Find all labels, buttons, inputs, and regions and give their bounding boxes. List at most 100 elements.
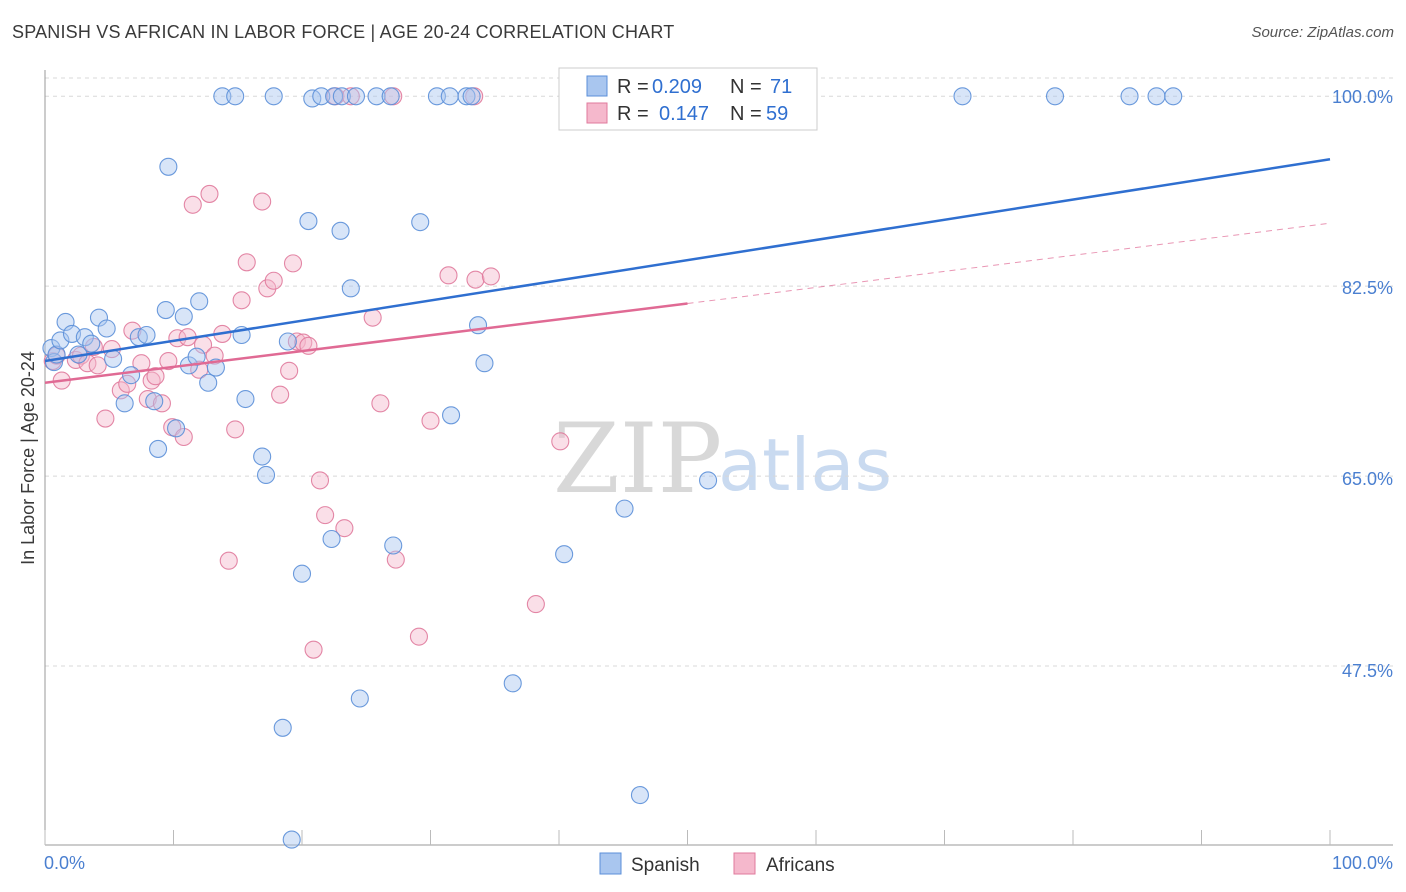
africans-point [310,471,330,490]
spanish-point [149,439,168,458]
spanish-point [253,447,272,466]
legend-n-label: N = [730,103,762,125]
spanish-point [615,499,634,518]
spanish-point [104,349,123,368]
watermark-atlas: atlas [718,423,892,507]
spanish-point [174,307,193,326]
africans-points [43,87,570,659]
spanish-point [97,319,116,338]
spanish-point [122,366,141,385]
africans-point [409,627,428,646]
africans-point [253,192,272,211]
spanish-point [145,392,164,411]
africans-point [232,291,251,310]
africans-point [304,640,323,659]
legend-r-value: 0.209 [652,76,702,98]
spanish-point [199,373,218,392]
africans-point [146,367,165,386]
africans-point [371,394,390,413]
correlation-legend: R = 0.209 N = 71 R = 0.147 N = 59 [558,67,818,131]
africans-point [258,279,277,298]
spanish-point [427,87,446,106]
spanish-point [953,87,972,106]
bottom-legend-label: Spanish [631,855,700,876]
spanish-point [282,830,301,849]
grid-layer [45,77,1393,667]
legend-r-label: R = [617,76,649,98]
spanish-point [381,87,400,106]
spanish-point [555,545,574,564]
africans-point [200,184,219,203]
spanish-point [442,406,461,425]
spanish-point [213,87,232,106]
y-tick-label: 47.5% [1342,661,1393,681]
africans-point [88,356,107,375]
africans-point [280,361,299,380]
spanish-point [346,87,366,106]
spanish-point [384,536,403,555]
legend-swatch-spanish [586,75,608,97]
y-tick-label: 65.0% [1342,469,1393,489]
spanish-point [51,331,70,350]
spanish-trend-line [44,157,1331,363]
spanish-point [292,564,312,583]
spanish-point [167,419,186,438]
africans-point [421,411,440,430]
spanish-point [440,87,459,106]
spanish-point [341,279,360,298]
bottom-legend-swatch-spanish [599,852,622,875]
spanish-point [462,87,481,106]
africans-point [118,374,137,393]
trend-lines [44,157,1331,384]
spanish-point [1164,87,1183,106]
watermark-zip: ZIP [553,403,722,515]
spanish-point [1120,87,1139,106]
spanish-point [367,87,386,106]
spanish-point [278,332,297,351]
africans-point [96,409,115,428]
x-tick-label: 100.0% [1332,853,1393,873]
africans-point [183,195,202,214]
spanish-point [82,334,101,353]
y-tick-label: 82.5% [1342,278,1393,298]
y-axis-label: In Labor Force | Age 20-24 [18,351,38,565]
legend-n-label: N = [730,76,762,98]
spanish-point [475,354,494,373]
africans-point [226,420,245,439]
x-tick-label: 0.0% [44,853,85,873]
legend-swatch-africans [586,102,608,124]
spanish-point [156,300,175,320]
africans-trend-extension [687,222,1331,305]
series-legend: Spanish Africans [599,852,835,876]
africans-point [264,271,283,290]
x-tick-marks [44,830,1331,845]
spanish-point [325,87,344,106]
spanish-point [332,87,351,106]
africans-point [481,267,500,286]
spanish-point [159,157,178,176]
africans-point [84,337,103,356]
spanish-point [256,465,276,485]
africans-point [466,270,485,289]
spanish-point [331,221,350,240]
spanish-point [190,292,209,311]
y-tick-label: 100.0% [1332,87,1393,107]
africans-point [551,432,570,451]
africans-trend-line [44,302,688,384]
spanish-point [299,212,318,231]
spanish-point [264,87,283,106]
spanish-point [1147,87,1166,106]
y-tick-labels: 47.5% 65.0% 82.5% 100.0% [1332,87,1393,681]
spanish-point [630,786,650,805]
africans-point [439,266,458,285]
legend-r-value: 0.147 [659,103,709,125]
africans-point [316,506,335,525]
legend-r-label: R = [617,103,649,125]
spanish-point [75,328,94,347]
spanish-point [350,689,369,708]
africans-point [526,595,545,614]
spanish-point [503,674,522,693]
africans-point [219,551,238,570]
africans-point [237,253,256,272]
